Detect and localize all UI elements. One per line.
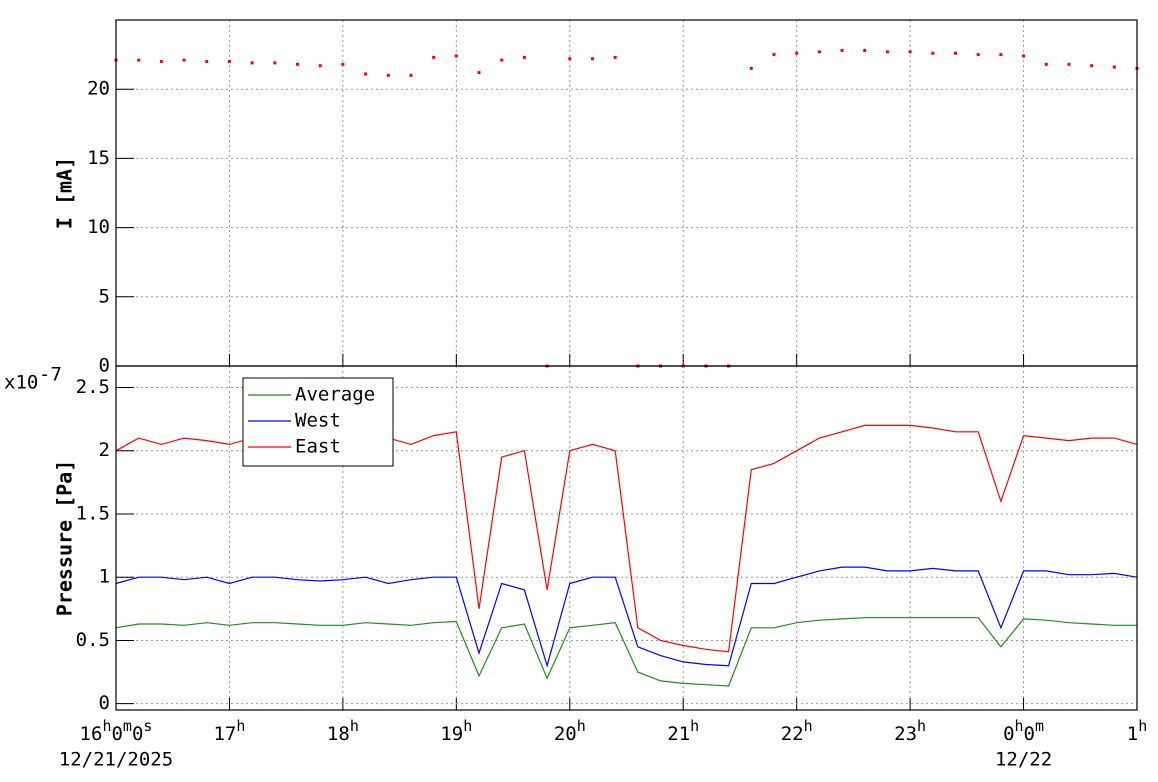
series-line: [115, 617, 1137, 687]
data-point: [432, 55, 436, 59]
y-multiplier-exponent: -7: [39, 364, 62, 386]
data-point: [477, 71, 481, 75]
y-axis-title: Pressure [Pa]: [53, 460, 77, 617]
legend-label: Average: [295, 384, 375, 406]
data-point: [1044, 62, 1048, 66]
y-tick-label: 5: [99, 285, 110, 307]
legend-label: East: [295, 436, 341, 458]
y-tick-label: 1.5: [76, 502, 110, 524]
y-tick-label: 2.5: [76, 376, 110, 398]
data-point: [840, 48, 844, 52]
data-point: [205, 60, 209, 64]
x-tick-label: 1h: [1127, 717, 1147, 745]
data-point: [908, 50, 912, 54]
data-point: [1022, 54, 1026, 58]
x-tick-label: 22h: [781, 717, 813, 745]
data-point: [817, 50, 821, 54]
data-point: [590, 57, 594, 61]
data-point: [137, 58, 141, 62]
data-point: [522, 55, 526, 59]
data-point: [1112, 65, 1116, 69]
x-tick-label: 18h: [327, 717, 359, 745]
legend-label: West: [295, 410, 341, 432]
data-point: [568, 57, 572, 61]
data-point: [1067, 62, 1071, 66]
y-multiplier: x10: [4, 372, 38, 394]
y-tick-label: 15: [87, 147, 110, 169]
x-tick-label: 21h: [667, 717, 699, 745]
data-point: [182, 58, 186, 62]
data-point: [863, 48, 867, 52]
data-point: [227, 60, 231, 64]
x-tick-label: 23h: [894, 717, 926, 745]
x-date-label: 12/22: [995, 749, 1052, 771]
data-point: [273, 61, 277, 65]
data-point: [772, 53, 776, 57]
data-point: [931, 51, 935, 55]
data-point: [250, 61, 254, 65]
series-line: [115, 566, 1138, 668]
x-date-label: 12/21/2025: [59, 749, 173, 771]
y-tick-label: 20: [87, 78, 110, 100]
plot-frame: [115, 365, 1138, 711]
data-point: [318, 64, 322, 68]
data-point: [500, 58, 504, 62]
data-point: [159, 60, 163, 64]
data-point: [1090, 64, 1094, 68]
data-point: [341, 62, 345, 66]
legend-box: [242, 377, 394, 467]
data-point: [454, 54, 458, 58]
data-point: [795, 51, 799, 55]
x-tick-label: 16h0m0s: [80, 717, 153, 745]
x-tick-label: 17h: [213, 717, 245, 745]
y-tick-label: 1: [99, 566, 110, 588]
data-point: [386, 73, 390, 77]
y-tick-label: 10: [87, 216, 110, 238]
y-tick-label: 0: [99, 692, 110, 714]
y-tick-label: 0: [99, 355, 110, 377]
data-point: [976, 53, 980, 57]
data-point: [364, 72, 368, 76]
y-axis-title: I [mA]: [53, 157, 77, 229]
data-point: [613, 55, 617, 59]
x-tick-label: 20h: [554, 717, 586, 745]
data-point: [999, 53, 1003, 57]
x-tick-label: 0h0m: [1003, 717, 1044, 745]
plot-frame: [115, 19, 1138, 367]
data-point: [885, 50, 889, 54]
data-point: [953, 51, 957, 55]
data-point: [409, 73, 413, 77]
y-tick-label: 0.5: [76, 629, 110, 651]
x-tick-label: 19h: [440, 717, 472, 745]
data-point: [749, 66, 753, 70]
y-tick-label: 2: [99, 439, 110, 461]
data-point: [296, 62, 300, 66]
